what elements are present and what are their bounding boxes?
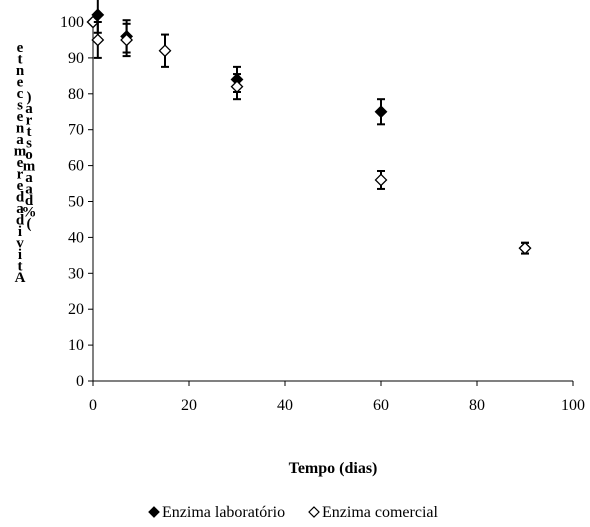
y-axis-label-glyph: n — [16, 63, 25, 79]
y-axis-label-glyph: r — [26, 113, 33, 129]
y-axis-label-glyph: a — [25, 182, 33, 198]
y-axis-label-glyph: m — [23, 159, 36, 175]
x-tick-label: 20 — [181, 397, 197, 414]
y-axis-label-glyph: ( — [27, 216, 32, 232]
y-axis-label-glyph: A — [15, 270, 26, 286]
y-axis-label-glyph: d — [16, 213, 25, 229]
y-tick-label: 20 — [68, 301, 84, 318]
data-point — [230, 80, 244, 94]
series-layer — [86, 0, 532, 255]
y-tick-label: 60 — [68, 158, 84, 175]
y-axis-label-glyph: a — [25, 170, 33, 186]
y-axis-label-glyph: e — [17, 109, 24, 125]
series-enzima-laboratorio — [86, 0, 532, 255]
y-axis-label-glyph: a — [16, 201, 24, 217]
data-point — [86, 15, 100, 29]
data-point — [158, 44, 172, 58]
x-tick-label: 100 — [561, 397, 585, 414]
x-axis-label: Tempo (dias) — [289, 460, 378, 477]
axes — [88, 21, 574, 386]
y-axis-label-glyph: t — [18, 259, 23, 275]
y-axis-label-glyph: a — [25, 101, 33, 117]
y-tick-label: 90 — [68, 50, 84, 67]
y-axis-label-glyph: % — [22, 205, 37, 221]
y-axis-label-glyph: o — [25, 147, 33, 163]
y-tick-label: 10 — [68, 337, 84, 354]
y-axis-label-glyph: c — [17, 86, 24, 102]
legend-marker — [308, 506, 320, 518]
x-tick-labels: 0 20 40 60 80 100 — [89, 397, 585, 414]
y-axis-label-glyph: n — [16, 121, 25, 137]
y-tick-label: 0 — [76, 373, 84, 390]
y-axis-label-glyph: s — [17, 98, 23, 114]
data-point — [374, 105, 388, 119]
y-axis-label-glyph: r — [17, 167, 24, 183]
legend-label: Enzima laboratório — [162, 504, 285, 521]
x-tick-label: 80 — [469, 397, 485, 414]
y-axis-label-glyph: s — [26, 136, 32, 152]
y-axis-label-glyph: i — [18, 224, 22, 240]
x-tick-label: 60 — [373, 397, 389, 414]
y-axis-label-glyph: e — [17, 178, 24, 194]
y-axis-label-glyph: a — [16, 132, 24, 148]
y-tick-label: 80 — [68, 86, 84, 103]
x-tick-label: 0 — [89, 397, 97, 414]
data-point — [518, 241, 532, 255]
y-tick-label: 30 — [68, 265, 84, 282]
legend-label: Enzima comercial — [322, 504, 438, 521]
x-tick-label: 40 — [277, 397, 293, 414]
y-axis-label-glyph: m — [14, 144, 27, 160]
data-point — [120, 33, 134, 47]
y-axis-label-glyph: e — [17, 75, 24, 91]
y-axis-label-glyph: e — [17, 40, 24, 56]
data-point — [374, 173, 388, 187]
data-point — [91, 8, 105, 22]
y-tick-label: 40 — [68, 229, 84, 246]
series-enzima-comercial — [86, 15, 532, 255]
y-axis-label-glyph: i — [18, 247, 22, 263]
y-axis-label-glyph: v — [16, 236, 24, 252]
y-axis-label-glyph: e — [17, 155, 24, 171]
y-tick-label: 100 — [60, 14, 84, 31]
y-axis-label-glyph: t — [18, 52, 23, 68]
y-axis-label-glyph: d — [25, 193, 34, 209]
y-tick-label: 70 — [68, 122, 84, 139]
legend: Enzima laboratório Enzima comercial — [148, 504, 438, 521]
y-axis-label-glyph: ) — [27, 90, 32, 106]
legend-marker — [148, 506, 160, 518]
y-axis-label-glyph: t — [27, 124, 32, 140]
y-tick-label: 50 — [68, 194, 84, 211]
data-point — [91, 33, 105, 47]
y-tick-labels: 0 10 20 30 40 50 60 70 80 90 100 — [60, 14, 84, 390]
y-axis-label-glyph: d — [16, 190, 25, 206]
